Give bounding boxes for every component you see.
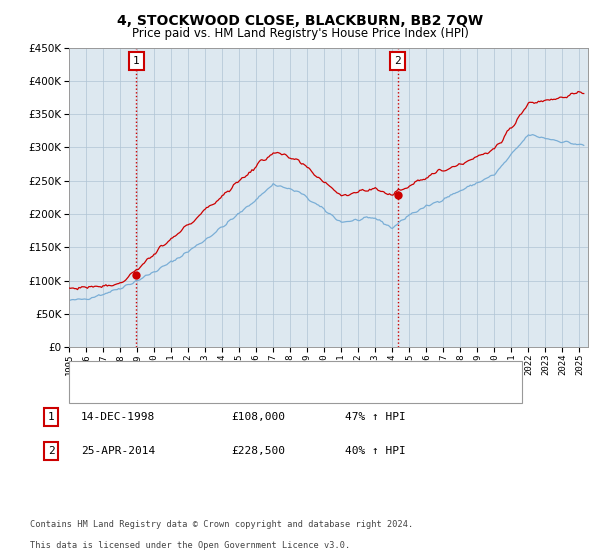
Text: 4, STOCKWOOD CLOSE, BLACKBURN, BB2 7QW (detached house): 4, STOCKWOOD CLOSE, BLACKBURN, BB2 7QW (… <box>113 368 454 378</box>
Text: This data is licensed under the Open Government Licence v3.0.: This data is licensed under the Open Gov… <box>30 541 350 550</box>
Text: 25-APR-2014: 25-APR-2014 <box>81 446 155 456</box>
Text: 40% ↑ HPI: 40% ↑ HPI <box>345 446 406 456</box>
Text: Contains HM Land Registry data © Crown copyright and database right 2024.: Contains HM Land Registry data © Crown c… <box>30 520 413 529</box>
Text: 2: 2 <box>47 446 55 456</box>
Text: 1: 1 <box>133 56 140 66</box>
Text: £228,500: £228,500 <box>231 446 285 456</box>
Text: 1: 1 <box>47 412 55 422</box>
Text: 2: 2 <box>394 56 401 66</box>
Text: £108,000: £108,000 <box>231 412 285 422</box>
Text: 14-DEC-1998: 14-DEC-1998 <box>81 412 155 422</box>
Text: 47% ↑ HPI: 47% ↑ HPI <box>345 412 406 422</box>
Text: Price paid vs. HM Land Registry's House Price Index (HPI): Price paid vs. HM Land Registry's House … <box>131 27 469 40</box>
Text: HPI: Average price, detached house, Blackburn with Darwen: HPI: Average price, detached house, Blac… <box>113 386 427 396</box>
Text: 4, STOCKWOOD CLOSE, BLACKBURN, BB2 7QW: 4, STOCKWOOD CLOSE, BLACKBURN, BB2 7QW <box>117 14 483 28</box>
